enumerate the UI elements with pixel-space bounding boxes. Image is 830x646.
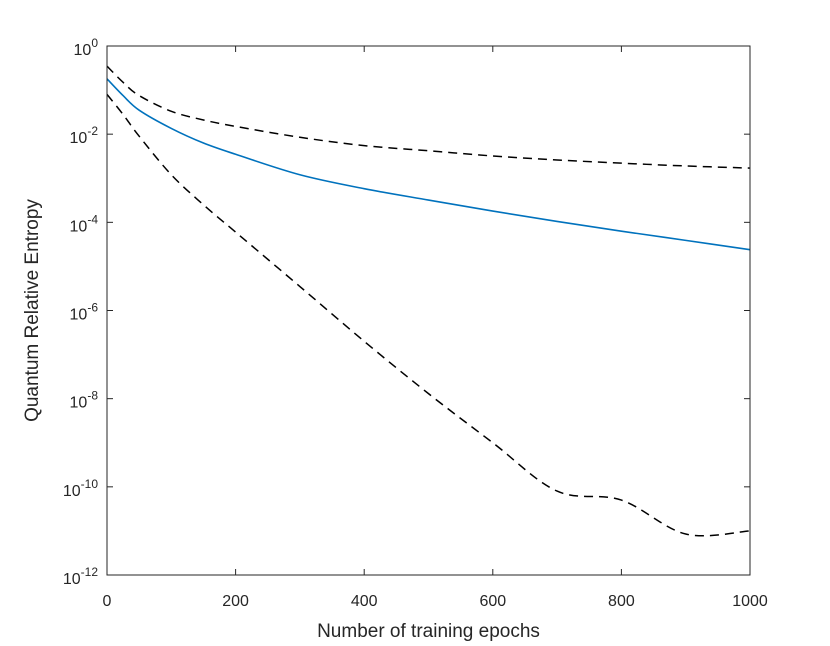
x-tick-label: 600	[479, 593, 506, 610]
y-tick-label: 10-10	[63, 477, 98, 500]
y-axis-label: Quantum Relative Entropy	[22, 199, 43, 422]
y-tick-label: 10-2	[70, 124, 99, 147]
plot-box	[106, 45, 751, 576]
y-tick-labels: 100 10-2 10-4 10-6 10-8 10-10 10-12	[63, 36, 98, 588]
x-tick-label: 800	[608, 593, 635, 610]
series-line-1	[106, 78, 751, 251]
x-tick-labels: 0 200 400 600 800 1000	[103, 593, 768, 610]
series-layer	[106, 65, 751, 537]
y-tick-label: 100	[74, 36, 99, 59]
series-line-2	[106, 65, 751, 169]
x-tick-label: 400	[351, 593, 378, 610]
series-line-3	[106, 93, 751, 537]
x-tick-label: 200	[222, 593, 249, 610]
y-tick-label: 10-8	[70, 389, 99, 412]
y-tick-label: 10-6	[70, 301, 99, 324]
x-tick-label: 0	[103, 593, 112, 610]
y-tick-label: 10-12	[63, 565, 98, 588]
y-tick-label: 10-4	[70, 212, 99, 235]
plot-area	[107, 46, 750, 575]
x-axis-label: Number of training epochs	[317, 621, 540, 642]
x-tick-label: 1000	[732, 593, 768, 610]
